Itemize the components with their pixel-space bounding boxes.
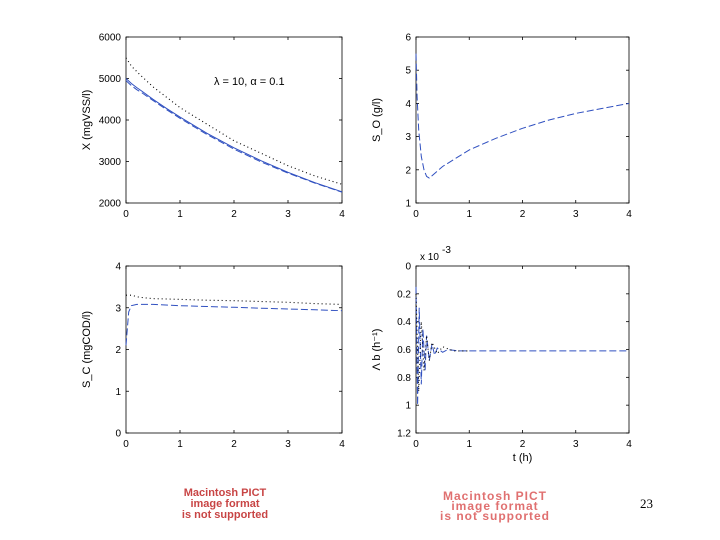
y-tick-label: 5000 [99, 74, 122, 85]
y-tick-label: 3 [115, 303, 121, 314]
plot-frame [415, 36, 630, 204]
x-tick-label: 0 [413, 439, 419, 450]
y-axis-label: S_O (g/l) [371, 98, 383, 142]
y-tick-label: 5 [405, 66, 411, 77]
y-tick-label: 0.2 [397, 289, 411, 300]
series-line-dashed [415, 53, 630, 179]
y-tick-label: 3000 [99, 157, 122, 168]
plot-frame [125, 36, 343, 204]
y-axis-label: Λ b (h⁻¹) [371, 329, 383, 371]
plot-frame [415, 265, 630, 434]
series-line-dashed [125, 303, 343, 346]
series-line-dashed [415, 286, 629, 406]
pict-right-line3: is not supported [440, 509, 550, 523]
page-number: 23 [640, 496, 653, 511]
y-scale-exponent: -3 [442, 245, 451, 256]
y-scale-multiplier: x 10 [420, 252, 439, 263]
x-tick-label: 4 [626, 439, 632, 450]
plot-frame [125, 265, 343, 434]
parameter-annotation: λ = 10, α = 0.1 [214, 76, 285, 88]
y-tick-label: 4 [405, 99, 411, 110]
y-tick-label: 0 [405, 262, 411, 273]
y-tick-label: 0 [115, 429, 121, 440]
y-tick-label: 1 [115, 387, 121, 398]
y-tick-label: 0.8 [397, 373, 411, 384]
y-tick-label: 6 [405, 33, 411, 44]
y-tick-label: 0.6 [397, 345, 411, 356]
pict-placeholder-right: Macintosh PICT image format is not suppo… [400, 489, 590, 523]
x-tick-label: 1 [466, 209, 472, 220]
y-tick-label: 4000 [99, 116, 122, 127]
y-tick-label: 3 [405, 132, 411, 143]
y-tick-label: 1 [405, 199, 411, 210]
pict-placeholder-left: Macintosh PICT image format is not suppo… [160, 488, 290, 521]
panel-bottom-right: 0 1 2 3 4 0 0.2 0.4 0.6 0.8 1 1.2 Λ b (h⁻¹) t (h) x 10… [371, 245, 632, 464]
x-tick-label: 0 [123, 209, 129, 220]
y-tick-label: 2000 [99, 199, 122, 210]
y-tick-label: 6000 [99, 33, 122, 44]
y-axis-label: S_C (mgCOD/l) [81, 311, 93, 388]
x-tick-label: 2 [520, 209, 526, 220]
x-tick-label: 4 [626, 209, 632, 220]
x-tick-label: 3 [285, 439, 291, 450]
x-tick-label: 2 [231, 209, 237, 220]
x-tick-label: 1 [177, 439, 183, 450]
series-line-solid [125, 78, 343, 193]
y-axis-label: X (mgVSS/l) [81, 90, 93, 151]
x-tick-label: 3 [573, 439, 579, 450]
x-tick-label: 1 [177, 209, 183, 220]
series-line-dashed [125, 80, 343, 193]
pict-left-line2: image format [190, 498, 260, 510]
x-tick-label: 0 [413, 209, 419, 220]
panel-bottom-left: 0 1 2 3 4 0 1 2 3 4 S_C (mgCOD/l) [81, 262, 345, 451]
x-tick-label: 4 [339, 439, 345, 450]
y-tick-label: 1 [405, 401, 411, 412]
x-tick-label: 3 [285, 209, 291, 220]
y-tick-label: 1.2 [397, 429, 411, 440]
y-tick-label: 0.4 [397, 317, 411, 328]
y-tick-label: 4 [115, 262, 121, 273]
pict-left-line3: is not supported [181, 509, 269, 521]
x-tick-label: 4 [339, 209, 345, 220]
pict-right-line1: Macintosh PICT [442, 489, 547, 503]
x-axis-label: t (h) [513, 452, 533, 464]
y-tick-label: 2 [405, 165, 411, 176]
panel-top-left: 0 1 2 3 4 2000 3000 4000 5000 6000 X (mgVSS/l) λ = … [81, 33, 345, 221]
pict-right-line2: image format [451, 499, 539, 513]
x-tick-label: 2 [520, 439, 526, 450]
x-tick-label: 2 [231, 439, 237, 450]
series-line-dotted [126, 294, 343, 305]
pict-left-line1: Macintosh PICT [183, 487, 267, 499]
x-tick-label: 0 [123, 439, 129, 450]
x-tick-label: 1 [466, 439, 472, 450]
x-tick-label: 3 [573, 209, 579, 220]
y-tick-label: 2 [115, 345, 121, 356]
series-line-dotted [415, 293, 470, 392]
